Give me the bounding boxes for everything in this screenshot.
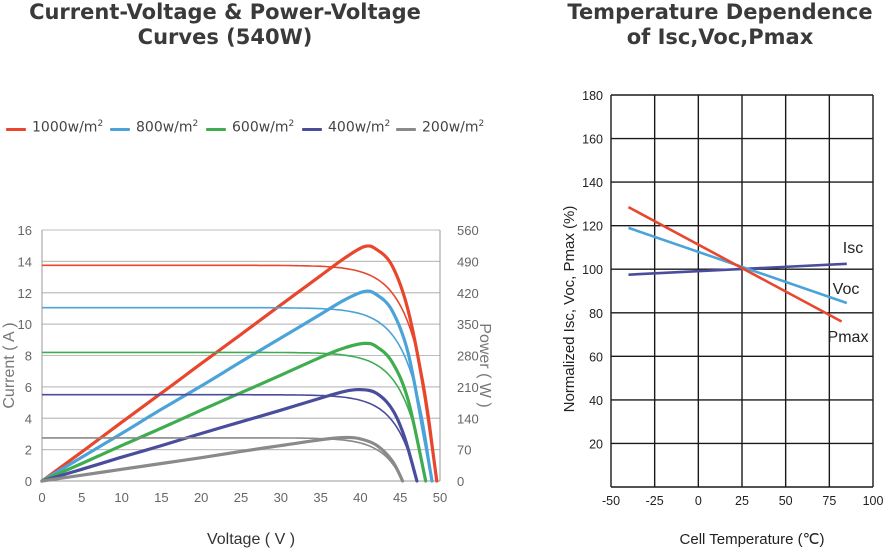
left-chart-title: Current-Voltage & Power-Voltage Curves (… <box>20 0 430 50</box>
temp-x-tick-label: 0 <box>695 494 702 508</box>
pv-y2-tick-label: 70 <box>457 443 471 458</box>
legend-label-600: 600w/m <box>232 119 289 136</box>
temp-line-isc <box>628 262 847 276</box>
iv-y-tick-label: 8 <box>25 349 32 364</box>
legend-label-1000: 1000w/m <box>32 119 98 136</box>
pv-y2-tick-label: 420 <box>457 286 479 301</box>
legend-swatch-800 <box>110 128 130 131</box>
pv-y2-tick-label: 0 <box>457 474 464 489</box>
iv-y-tick-label: 0 <box>25 474 32 489</box>
iv-x-tick-label: 10 <box>114 490 128 505</box>
legend-sup-800: 2 <box>192 119 199 129</box>
pv-curve-line <box>40 341 428 483</box>
temp-line-pmax <box>627 206 843 323</box>
legend-sup-200: 2 <box>478 119 485 129</box>
legend-sup-600: 2 <box>288 119 295 129</box>
iv-y-tick-label: 6 <box>25 380 32 395</box>
temp-y-tick-label: 180 <box>582 89 603 103</box>
legend-label-200: 200w/m <box>422 119 479 136</box>
iv-y-axis-title: Current ( A ) <box>1 322 18 408</box>
temp-series-label-pmax: Pmax <box>828 329 869 346</box>
pv-curve-line <box>40 387 419 483</box>
temp-y-tick-label: 120 <box>582 220 603 234</box>
temp-x-tick-label: 50 <box>779 494 793 508</box>
legend-label-400: 400w/m <box>328 119 385 136</box>
legend-swatch-1000 <box>6 128 26 131</box>
pv-y2-axis-title: Power ( W ) <box>476 323 493 407</box>
legend-swatch-600 <box>206 128 226 131</box>
iv-y-tick-label: 4 <box>25 411 32 426</box>
iv-y-tick-label: 14 <box>18 254 32 269</box>
temp-y-axis-title: Normalized Isc, Voc, Pmax (%) <box>561 206 578 413</box>
iv-curve-line <box>42 264 438 482</box>
legend-sup-1000: 2 <box>97 119 104 129</box>
iv-x-tick-label: 35 <box>313 490 327 505</box>
iv-x-tick-label: 15 <box>154 490 168 505</box>
pv-curve-line <box>40 289 434 483</box>
temp-y-tick-label: 160 <box>582 133 603 147</box>
pv-curve-line <box>40 435 405 483</box>
temp-y-tick-label: 100 <box>582 263 603 277</box>
iv-y-tick-label: 10 <box>18 317 32 332</box>
pv-y2-tick-label: 140 <box>457 411 479 426</box>
legend-label-800: 800w/m <box>136 119 193 136</box>
iv-x-tick-label: 5 <box>78 490 85 505</box>
right-title-line-1: Temperature Dependence <box>567 0 873 24</box>
temp-y-tick-label: 40 <box>589 394 603 408</box>
iv-x-tick-label: 0 <box>38 490 45 505</box>
iv-x-tick-label: 25 <box>234 490 248 505</box>
temp-x-tick-label: -25 <box>646 494 664 508</box>
iv-x-tick-label: 45 <box>393 490 407 505</box>
pv-y2-tick-label: 210 <box>457 380 479 395</box>
iv-x-tick-label: 40 <box>353 490 367 505</box>
pv-y2-tick-label: 490 <box>457 254 479 269</box>
right-chart-title: Temperature Dependence of Isc,Voc,Pmax <box>560 0 880 50</box>
temp-x-tick-label: 25 <box>735 494 749 508</box>
iv-legend: 1000w/m2 800w/m2 600w/m2 400w/m2 200w/m2 <box>6 118 506 140</box>
left-title-line-1: Current-Voltage & Power-Voltage <box>29 0 421 24</box>
temp-series-label-voc: Voc <box>833 281 860 298</box>
iv-x-tick-label: 30 <box>274 490 288 505</box>
pv-y2-tick-label: 280 <box>457 349 479 364</box>
iv-y-tick-label: 16 <box>18 223 32 238</box>
pv-curve-line <box>40 244 439 483</box>
legend-sup-400: 2 <box>384 119 391 129</box>
iv-curve-line <box>41 306 433 482</box>
temp-x-tick-label: 75 <box>822 494 836 508</box>
temp-x-tick-label: 100 <box>863 494 884 508</box>
iv-x-axis-title: Voltage ( V ) <box>207 531 295 548</box>
temp-x-tick-label: -50 <box>602 494 620 508</box>
iv-x-tick-label: 20 <box>194 490 208 505</box>
right-title-line-2: of Isc,Voc,Pmax <box>626 25 814 49</box>
legend-swatch-400 <box>302 128 322 131</box>
pv-y2-tick-label: 560 <box>457 223 479 238</box>
iv-y-tick-label: 12 <box>18 286 32 301</box>
pv-y2-tick-label: 350 <box>457 317 479 332</box>
temp-series-label-isc: Isc <box>843 240 863 257</box>
iv-curve-line <box>41 351 427 482</box>
iv-y-tick-label: 2 <box>25 443 32 458</box>
temp-y-tick-label: 60 <box>589 350 603 364</box>
iv-curve-line <box>42 437 404 482</box>
temp-y-tick-label: 20 <box>589 437 603 451</box>
iv-x-tick-label: 50 <box>433 490 447 505</box>
temp-y-tick-label: 80 <box>589 307 603 321</box>
iv-curve-line <box>42 393 418 482</box>
temp-y-tick-label: 140 <box>582 176 603 190</box>
legend-swatch-200 <box>396 128 416 131</box>
left-title-line-2: Curves (540W) <box>137 25 313 49</box>
temp-x-axis-title: Cell Temperature (℃) <box>680 531 825 548</box>
